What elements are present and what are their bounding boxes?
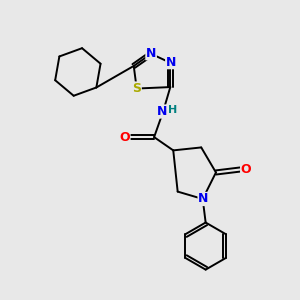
- Text: N: N: [157, 105, 167, 118]
- Text: O: O: [241, 163, 251, 176]
- Text: N: N: [166, 56, 176, 69]
- Text: N: N: [146, 47, 156, 60]
- Text: H: H: [168, 105, 177, 115]
- Text: O: O: [119, 130, 130, 144]
- Text: S: S: [132, 82, 141, 95]
- Text: N: N: [198, 193, 208, 206]
